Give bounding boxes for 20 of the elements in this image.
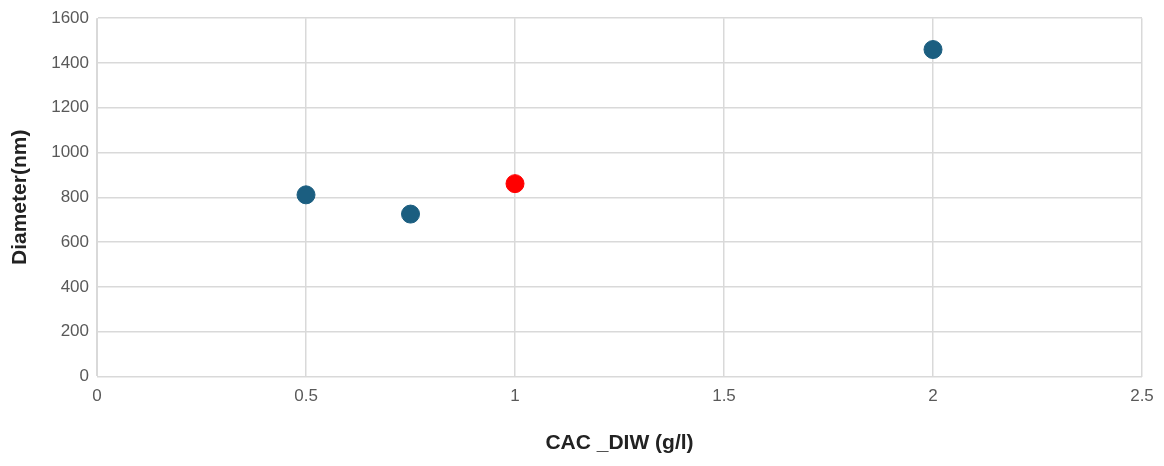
y-tick-label: 1400 xyxy=(51,52,90,72)
y-tick-label: 1200 xyxy=(51,97,90,117)
y-axis-title: Diameter(nm) xyxy=(7,129,31,265)
x-tick-label: 2.5 xyxy=(1130,386,1154,406)
x-tick-label: 1 xyxy=(510,386,520,406)
y-tick-label: 200 xyxy=(60,321,90,341)
y-tick-label: 1600 xyxy=(51,7,90,27)
x-tick-label: 2 xyxy=(928,386,938,406)
x-axis-title: CAC _DIW (g/l) xyxy=(545,430,694,454)
y-tick-label: 400 xyxy=(60,276,90,296)
point xyxy=(923,40,943,60)
point xyxy=(401,204,421,224)
y-tick-label: 600 xyxy=(60,231,90,251)
y-tick-label: 0 xyxy=(79,366,90,386)
x-tick-label: 1.5 xyxy=(712,386,736,406)
y-tick-label: 800 xyxy=(60,186,90,206)
x-tick-label: 0.5 xyxy=(294,386,318,406)
y-tick-label: 1000 xyxy=(51,142,90,162)
point xyxy=(505,174,525,194)
point xyxy=(296,185,316,205)
